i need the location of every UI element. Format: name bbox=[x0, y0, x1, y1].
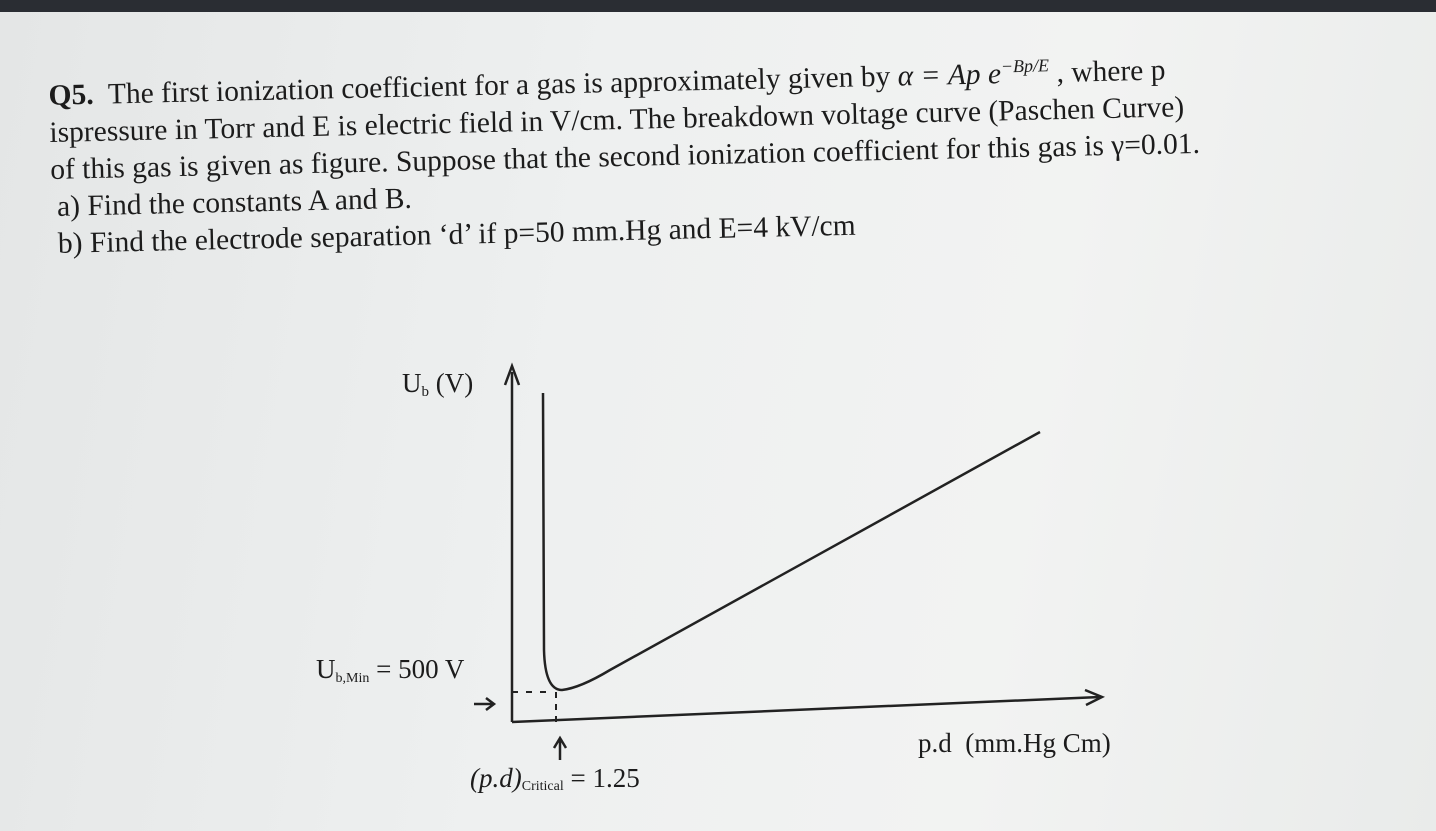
x-arrow bbox=[1084, 688, 1106, 707]
label-unit: (V) bbox=[429, 368, 473, 398]
label-sub: b bbox=[422, 384, 430, 400]
label-sub: Critical bbox=[522, 779, 564, 794]
critical-label: (p.d)Critical = 1.25 bbox=[470, 763, 640, 794]
y-axis-label: Ub (V) bbox=[402, 368, 473, 400]
paschen-curve bbox=[541, 392, 1041, 692]
critical-arrow bbox=[552, 735, 568, 760]
x-axis bbox=[511, 695, 1101, 724]
label-sub: b,Min bbox=[336, 671, 370, 686]
min-label: Ub,Min = 500 V bbox=[316, 654, 465, 686]
top-bar bbox=[0, 0, 1436, 12]
label-rest: = 1.25 bbox=[564, 763, 640, 793]
label-rest: = 500 V bbox=[369, 654, 464, 684]
min-arrow bbox=[474, 697, 497, 711]
x-axis-label: p.d (mm.Hg Cm) bbox=[918, 728, 1111, 758]
label-main: U bbox=[402, 368, 422, 398]
label-main: U bbox=[316, 654, 336, 684]
label-main: (p.d) bbox=[470, 763, 522, 793]
y-arrow bbox=[503, 362, 521, 386]
